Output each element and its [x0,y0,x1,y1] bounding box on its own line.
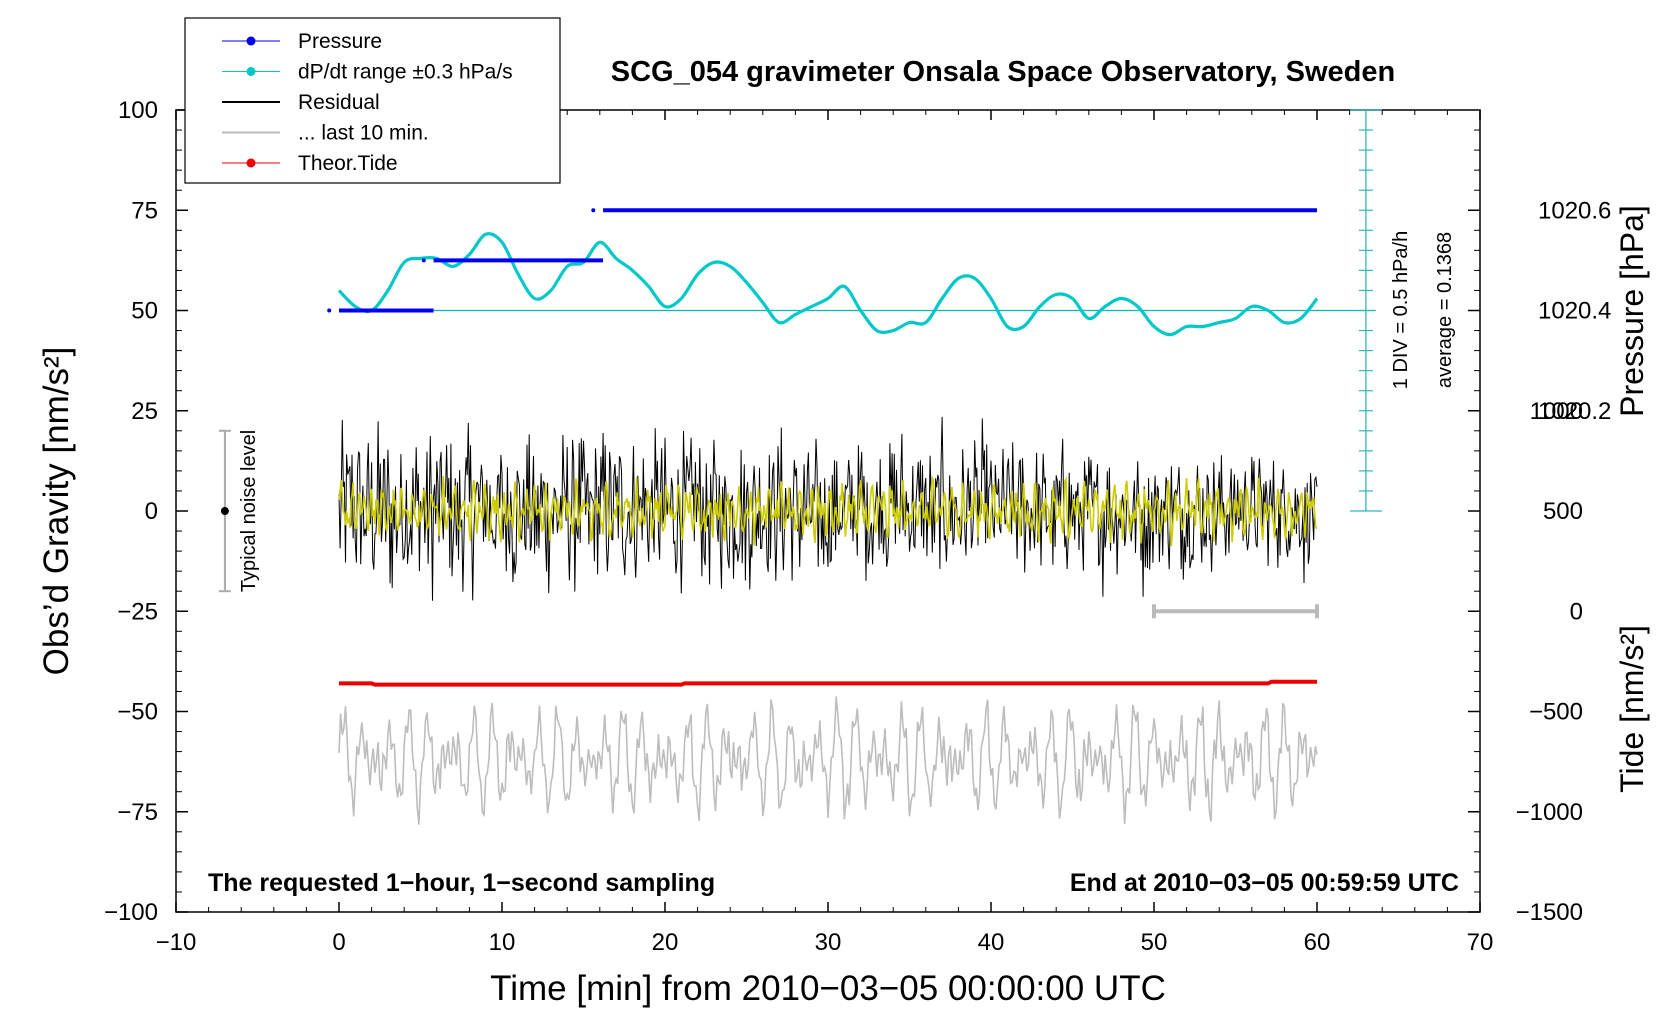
tide-tick-label: 500 [1543,498,1583,525]
pressure-tick-label: 1020.4 [1538,298,1611,325]
scale-div-label: 1 DIV = 0.5 hPa/h [1390,231,1412,389]
theoretical-tide-line [339,679,1317,687]
x-tick-label: 50 [1141,929,1168,956]
pressure-tick-label: 1020.2 [1538,398,1611,425]
pressure-tick-label: 1020.6 [1538,197,1611,224]
chart-title: SCG_054 gravimeter Onsala Space Observat… [611,56,1395,88]
filtered-residual-trace [338,475,1318,546]
x-tick-label: 70 [1467,929,1494,956]
y-tick-label: 50 [131,298,158,325]
legend: Pressure dP/dt range ±0.3 hPa/s Residual..… [184,17,561,184]
y-tick-label: −75 [117,799,158,826]
legend-swatch-dot [246,158,256,168]
x-tick-label: 0 [332,929,345,956]
y-tick-label: 75 [131,197,158,224]
dpdt-curve [337,232,1319,337]
tide-tick-label: 0 [1570,598,1583,625]
pressure-series [327,208,1317,313]
y-tick-label: −100 [104,899,158,926]
tide-axis-label: Tide [nm/s²] [1614,625,1650,793]
x-tick-label: 40 [978,929,1005,956]
pressure-axis-ticks: 1020.6 1020.4 1020.2 [1468,197,1611,425]
pressure-point [591,208,596,213]
minor-ticks [176,110,1480,912]
legend-label: dP/dt range ±0.3 hPa/s [298,61,513,84]
x-axis-ticks: −10 0 10 20 30 40 50 60 70 [156,110,1494,956]
x-tick-label: −10 [156,929,197,956]
y-tick-label: 0 [145,498,158,525]
y-tick-label: 100 [118,97,158,124]
tide-tick-label: 1000 [1530,398,1583,425]
pressure-axis-label: Pressure [hPa] [1614,205,1650,417]
x-tick-label: 10 [489,929,516,956]
x-axis-label: Time [min] from 2010−03−05 00:00:00 UTC [490,969,1166,1008]
last-10-min-trace [338,696,1318,825]
legend-box [184,17,561,184]
legend-swatch-dot [246,67,256,76]
footer-right: End at 2010−03−05 00:59:59 UTC [1070,869,1459,897]
y-axis-label: Obs’d Gravity [nm/s²] [37,347,76,676]
x-tick-label: 60 [1304,929,1331,956]
last-10-min-range-marker [1152,604,1319,619]
legend-swatch-dot [246,36,256,46]
scale-average-label: average = 0.1368 [1434,232,1456,388]
noise-bar-center [220,507,229,515]
typical-noise-bar [218,429,231,593]
tide-tick-label: −1000 [1516,799,1583,826]
pressure-point [421,258,426,263]
x-tick-label: 30 [815,929,842,956]
y-tick-label: −50 [117,699,158,726]
legend-label: ... last 10 min. [298,122,429,145]
noise-bar-label: Typical noise level [238,430,260,592]
y-tick-label: 25 [131,398,158,425]
y-tick-label: −25 [117,598,158,625]
tide-tick-label: −1500 [1516,899,1583,926]
legend-label: Pressure [298,30,382,53]
tide-axis-ticks: 1000 500 0 −500 −1000 −1500 [1468,398,1583,926]
pressure-scale-bar [1349,109,1382,512]
gravity-axis-ticks: −100 −75 −50 −25 0 25 50 75 100 [104,97,188,926]
legend-label: Residual [298,91,380,114]
residual-trace [338,416,1318,601]
tide-tick-label: −500 [1529,699,1583,726]
footer-left: The requested 1−hour, 1−second sampling [208,869,715,897]
x-tick-label: 20 [652,929,679,956]
legend-label: Theor.Tide [298,152,398,175]
pressure-point [327,308,332,313]
